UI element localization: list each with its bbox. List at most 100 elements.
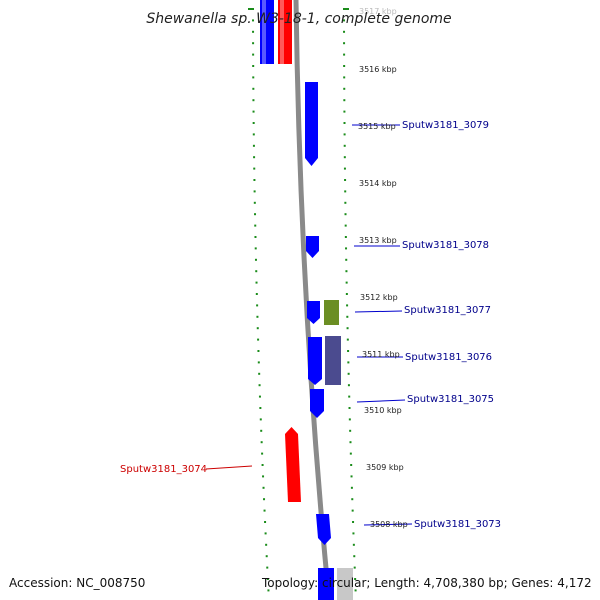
gene-arrow-3077 bbox=[307, 301, 320, 324]
minor-tick bbox=[346, 304, 349, 307]
minor-tick bbox=[252, 42, 255, 45]
minor-tick bbox=[345, 247, 348, 250]
minor-tick bbox=[267, 589, 270, 592]
kbp-label: 3514 kbp bbox=[359, 179, 397, 188]
minor-tick bbox=[345, 293, 348, 295]
gene-arrow-3075 bbox=[310, 389, 324, 418]
gene-label-3073[interactable]: Sputw3181_3073 bbox=[414, 519, 501, 530]
minor-tick bbox=[252, 53, 255, 56]
minor-tick bbox=[346, 327, 349, 330]
minor-tick bbox=[354, 589, 357, 592]
minor-tick bbox=[254, 236, 257, 238]
gene-label-3075[interactable]: Sputw3181_3075 bbox=[407, 394, 494, 405]
minor-tick bbox=[344, 201, 347, 204]
gene-arrow-3079 bbox=[305, 82, 318, 166]
minor-tick bbox=[255, 281, 258, 284]
minor-tick bbox=[252, 144, 255, 147]
minor-tick bbox=[350, 475, 353, 478]
minor-tick bbox=[354, 578, 357, 580]
minor-tick bbox=[257, 361, 260, 364]
minor-tick bbox=[266, 566, 269, 569]
minor-tick bbox=[265, 543, 268, 546]
partial-gene-top-blue bbox=[260, 0, 274, 64]
minor-tick bbox=[352, 543, 355, 546]
minor-tick bbox=[264, 521, 267, 523]
minor-tick bbox=[261, 452, 264, 455]
genome-summary-text: Topology: circular; Length: 4,708,380 bp… bbox=[261, 576, 592, 590]
partial-gene-bottom-blue bbox=[318, 568, 334, 600]
minor-tick bbox=[343, 144, 346, 147]
kbp-label: 3517 kbp bbox=[359, 7, 397, 16]
minor-tick bbox=[347, 350, 350, 352]
partial-gene-highlight bbox=[280, 0, 284, 64]
leader-3075 bbox=[356, 399, 406, 403]
minor-tick bbox=[256, 327, 259, 330]
minor-tick bbox=[253, 190, 256, 193]
minor-tick bbox=[343, 156, 346, 159]
kbp-label: 3511 kbp bbox=[362, 350, 400, 359]
gene-label-3079[interactable]: Sputw3181_3079 bbox=[402, 120, 489, 131]
minor-tick bbox=[259, 418, 262, 421]
gene-label-3076[interactable]: Sputw3181_3076 bbox=[405, 352, 492, 363]
minor-tick bbox=[263, 498, 266, 501]
minor-tick bbox=[353, 566, 356, 569]
minor-tick bbox=[256, 304, 259, 307]
gene-label-3074[interactable]: Sputw3181_3074 bbox=[120, 464, 207, 475]
minor-tick bbox=[344, 213, 347, 216]
minor-tick bbox=[346, 315, 349, 318]
minor-tick bbox=[253, 156, 256, 159]
tick-marks bbox=[248, 8, 357, 592]
kbp-scale-labels: 3517 kbp 3516 kbp 3515 kbp 3514 kbp 3513… bbox=[358, 7, 408, 529]
accession-text: Accession: NC_008750 bbox=[9, 576, 145, 590]
minor-tick bbox=[264, 532, 267, 535]
minor-tick bbox=[257, 338, 260, 341]
minor-tick bbox=[253, 179, 256, 181]
minor-tick bbox=[263, 509, 266, 512]
minor-tick bbox=[252, 133, 255, 136]
gene-features bbox=[285, 82, 341, 545]
minor-tick bbox=[252, 99, 255, 102]
minor-tick bbox=[343, 122, 346, 124]
gene-label-3077[interactable]: Sputw3181_3077 bbox=[404, 305, 491, 316]
minor-tick bbox=[258, 395, 261, 398]
minor-tick bbox=[351, 509, 354, 512]
minor-tick bbox=[254, 247, 257, 250]
minor-tick bbox=[343, 167, 346, 170]
minor-tick bbox=[348, 407, 351, 409]
minor-tick bbox=[353, 555, 356, 558]
minor-tick bbox=[345, 281, 348, 284]
minor-tick bbox=[343, 133, 346, 136]
kbp-label: 3516 kbp bbox=[359, 65, 397, 74]
gene-arrow-3078 bbox=[306, 236, 319, 258]
minor-tick bbox=[346, 338, 349, 341]
minor-tick bbox=[350, 464, 353, 466]
minor-tick bbox=[252, 122, 255, 124]
gene-arrow-3074 bbox=[285, 427, 301, 502]
major-tick bbox=[343, 8, 350, 10]
major-tick bbox=[248, 8, 255, 10]
minor-tick bbox=[266, 578, 269, 580]
minor-tick bbox=[343, 110, 346, 113]
kbp-label: 3508 kbp bbox=[370, 520, 408, 529]
minor-tick bbox=[350, 486, 353, 489]
minor-tick bbox=[252, 110, 255, 113]
minor-tick bbox=[352, 532, 355, 535]
minor-tick bbox=[351, 498, 354, 501]
minor-tick bbox=[343, 30, 346, 33]
gene-label-3078[interactable]: Sputw3181_3078 bbox=[402, 240, 489, 251]
page-title: Shewanella sp. W3-18-1, complete genome bbox=[146, 11, 451, 27]
minor-tick bbox=[254, 224, 257, 227]
minor-tick bbox=[349, 441, 352, 444]
minor-tick bbox=[343, 87, 346, 90]
minor-tick bbox=[254, 213, 257, 216]
gene-arrow-3076 bbox=[308, 337, 322, 385]
minor-tick bbox=[262, 486, 265, 489]
feature-slate-3076 bbox=[325, 336, 341, 385]
minor-tick bbox=[343, 76, 346, 79]
gene-arrow-3073 bbox=[316, 514, 331, 545]
minor-tick bbox=[348, 418, 351, 421]
leader-lines bbox=[205, 124, 413, 526]
minor-tick bbox=[347, 361, 350, 364]
minor-tick bbox=[259, 407, 262, 409]
